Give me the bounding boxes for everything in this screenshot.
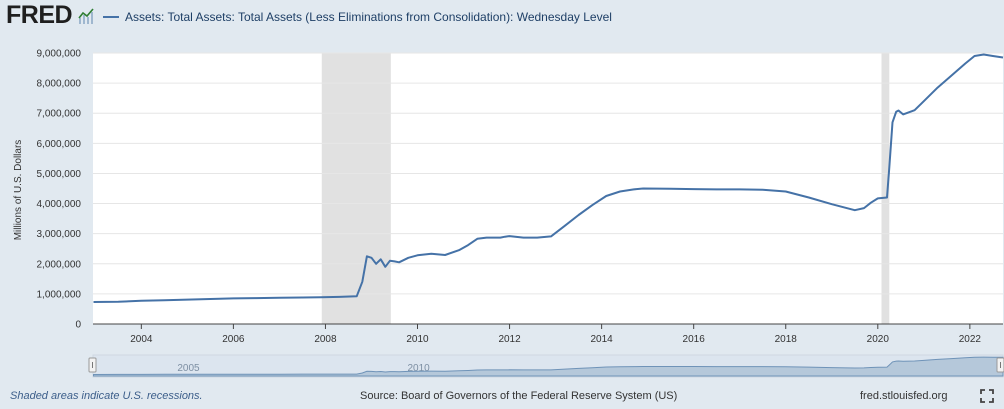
recession-band-1 (881, 53, 890, 324)
y-tick-label: 2,000,000 (37, 259, 82, 270)
y-tick-label: 6,000,000 (37, 139, 82, 150)
site-link[interactable]: fred.stlouisfed.org (860, 390, 948, 402)
navigator-label: 2010 (408, 363, 431, 374)
y-axis-label: Millions of U.S. Dollars (13, 140, 24, 241)
y-tick-label: 5,000,000 (37, 169, 82, 180)
x-tick-label: 2018 (775, 334, 798, 345)
series-lines (93, 53, 1004, 303)
x-tick-label: 2004 (130, 334, 153, 345)
chart-header: FRED Assets: Total Assets: Total Assets … (0, 0, 1004, 34)
chart-footer: Shaded areas indicate U.S. recessions. S… (0, 386, 1004, 409)
recession-band-0 (321, 53, 391, 324)
x-tick-label: 2006 (222, 334, 245, 345)
range-navigator[interactable]: 2005 2010 (88, 354, 1004, 378)
x-tick-label: 2014 (590, 334, 613, 345)
y-tick-label: 1,000,000 (37, 289, 82, 300)
recession-note: Shaded areas indicate U.S. recessions. (10, 390, 203, 402)
legend-series-label: Assets: Total Assets: Total Assets (Less… (125, 10, 612, 24)
y-axis: 0 1,000,000 2,000,000 3,000,000 4,000,000 5,0… (37, 49, 82, 331)
source-text: Source: Board of Governors of the Federa… (360, 390, 678, 402)
y-tick-label: 8,000,000 (37, 79, 82, 90)
y-tick-label: 7,000,000 (37, 109, 82, 120)
recession-bands (321, 53, 890, 324)
plot-background (93, 53, 1003, 324)
series-line-0 (93, 53, 1004, 303)
navigator-label: 2005 (177, 363, 200, 374)
fullscreen-icon[interactable] (980, 389, 994, 403)
navigator-labels: 2005 2010 (177, 363, 430, 374)
x-tick-label: 2022 (959, 334, 982, 345)
x-tick-label: 2020 (867, 334, 890, 345)
y-tick-label: 3,000,000 (37, 229, 82, 240)
x-axis: 2004 2006 2008 2010 2012 2014 2016 2018 2020 2022 (130, 324, 981, 345)
line-chart-icon (78, 8, 94, 24)
grid-lines (93, 52, 1003, 325)
legend-swatch (103, 16, 119, 18)
chart-legend: Assets: Total Assets: Total Assets (Less… (103, 8, 612, 26)
navigator-series-area (93, 356, 1004, 377)
x-tick-label: 2008 (314, 334, 337, 345)
fred-logo[interactable]: FRED (6, 1, 73, 29)
y-tick-label: 9,000,000 (37, 49, 82, 60)
x-tick-label: 2016 (683, 334, 706, 345)
x-tick-label: 2012 (498, 334, 521, 345)
y-tick-label: 0 (75, 320, 81, 331)
x-tick-label: 2010 (406, 334, 429, 345)
y-tick-label: 4,000,000 (37, 199, 82, 210)
chart: 0 1,000,000 2,000,000 3,000,000 4,000,000 5,0… (13, 49, 1004, 378)
